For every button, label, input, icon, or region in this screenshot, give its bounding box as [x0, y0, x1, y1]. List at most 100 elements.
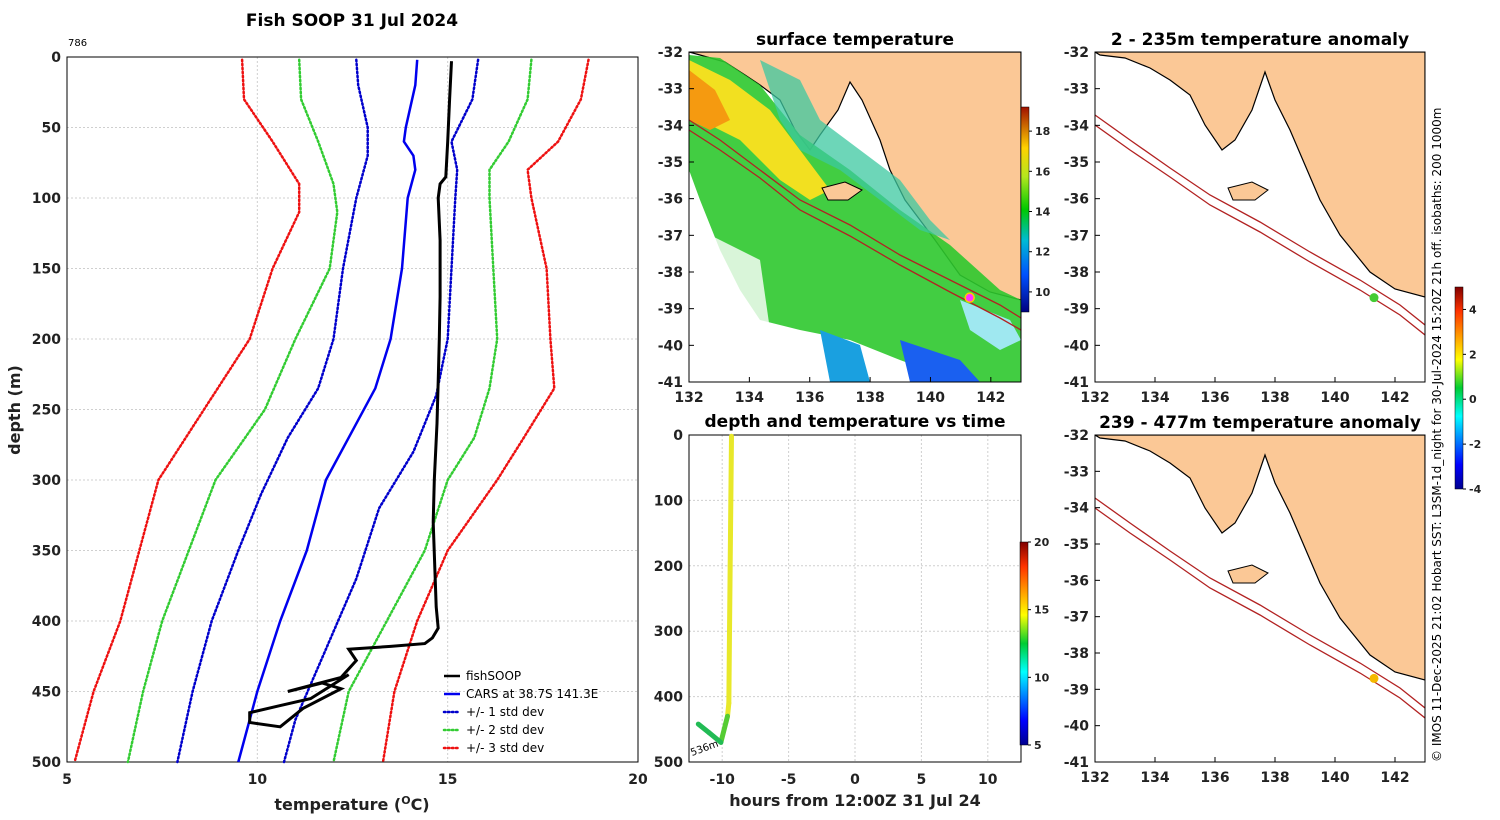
- sst-colorbar-ticks: 10 12 14 16 18: [1029, 125, 1051, 299]
- time-colorbar-tick: 20: [1034, 536, 1050, 549]
- anomaly-lower-title: 239 - 477m temperature anomaly: [1099, 413, 1421, 433]
- anomaly-lower-ticks: 132 134 136 138 140 142 -32 -33 -34 -35 -36 -37 -38 -…: [1064, 428, 1410, 786]
- sst-gulf-water: [760, 60, 950, 240]
- time-grid: [689, 434, 1021, 763]
- anomaly-upper-xtick: 142: [1380, 390, 1409, 406]
- anomaly-lower-isobath-1000: [1095, 507, 1425, 719]
- anomaly-lower-xtick: 140: [1320, 770, 1349, 786]
- sst-isobath-200: [689, 119, 1021, 319]
- anomaly-upper-title: 2 - 235m temperature anomaly: [1111, 30, 1409, 50]
- anomaly-upper-ytick: -33: [1064, 82, 1089, 98]
- anomaly-lower-land: [1095, 435, 1425, 681]
- time-track-segment: [726, 628, 733, 706]
- anomaly-lower-island: [1227, 564, 1269, 584]
- anomaly-lower-isobath-200: [1095, 497, 1425, 709]
- sst-ticks: 132 134 136 138 140 142 -32 -33 -34 -35 -36 -37 -38 -…: [658, 45, 1006, 406]
- profile-xlabel: temperature (OC): [274, 794, 429, 814]
- sst-colorbar-tick: 10: [1035, 286, 1051, 299]
- anomaly-lower-xtick: 132: [1080, 770, 1109, 786]
- anomaly-upper-ytick: -35: [1064, 155, 1089, 171]
- profile-ytick: 300: [32, 473, 61, 489]
- time-track-segment: [706, 730, 724, 745]
- anomaly-lower-panel: 239 - 477m temperature anomaly 132 134 136…: [1064, 413, 1426, 786]
- sst-isobath-1000: [689, 129, 1021, 331]
- time-track-segment: [695, 721, 712, 736]
- profile-line-cars-1-std: [176, 58, 369, 764]
- profile-ylabel: depth (m): [5, 365, 24, 455]
- anomaly-colorbar-ticks: -4 -2 0 2 4: [1463, 303, 1482, 496]
- sst-ytick: -33: [658, 82, 683, 98]
- sst-warm-band: [689, 60, 830, 200]
- time-max-depth-label: 536m: [689, 739, 720, 759]
- time-xtick: 0: [850, 772, 860, 788]
- sst-xtick: 142: [976, 390, 1005, 406]
- profile-title: Fish SOOP 31 Jul 2024: [246, 11, 458, 31]
- anomaly-upper-xtick: 132: [1080, 390, 1109, 406]
- anomaly-upper-ytick: -34: [1064, 118, 1090, 134]
- legend-entry: CARS at 38.7S 141.3E: [466, 687, 598, 701]
- time-xtick: -10: [710, 772, 736, 788]
- legend-entry: +/- 1 std dev: [466, 705, 544, 719]
- time-panel: depth and temperature vs time 536m -10 -5…: [654, 412, 1050, 810]
- anomaly-lower-map: [1095, 435, 1425, 762]
- profile-line-cars-mean: [237, 59, 419, 763]
- anomaly-upper-map: [1095, 52, 1425, 382]
- sst-colorbar-tick: 14: [1035, 206, 1051, 219]
- time-title: depth and temperature vs time: [705, 412, 1006, 432]
- sst-ytick: -41: [658, 375, 683, 391]
- profile-xtick: 20: [628, 772, 648, 788]
- time-xlabel: hours from 12:00Z 31 Jul 24: [729, 791, 980, 810]
- anomaly-lower-marker: [1369, 673, 1379, 683]
- anomaly-upper-axes-box: [1094, 51, 1426, 383]
- sst-map-panel: surface temperature 132 134 136 138 140 142 -3…: [658, 30, 1051, 406]
- sst-ytick: -36: [658, 192, 683, 208]
- sst-cool-patch: [820, 330, 870, 382]
- sst-colorbar-tick: 12: [1035, 246, 1050, 259]
- anomaly-lower-ytick: -40: [1064, 719, 1090, 735]
- sst-ytick: -35: [658, 155, 683, 171]
- profile-line-cars-2-std: [126, 58, 339, 764]
- sst-xtick: 136: [795, 390, 824, 406]
- profile-ytick: 500: [32, 755, 61, 771]
- anomaly-upper-marker: [1369, 293, 1379, 303]
- sst-colorbar-tick: 18: [1035, 125, 1050, 138]
- anomaly-upper-ytick: -41: [1064, 375, 1089, 391]
- sst-xtick: 138: [855, 390, 884, 406]
- profile-ytick: 0: [51, 50, 61, 66]
- profile-xtick: 10: [248, 772, 268, 788]
- legend-entry: +/- 3 std dev: [466, 741, 544, 755]
- sst-island: [821, 181, 863, 201]
- anomaly-upper-ytick: -32: [1064, 45, 1089, 61]
- anomaly-lower-xtick: 136: [1200, 770, 1229, 786]
- time-ytick: 0: [673, 428, 683, 444]
- sst-cold-patch: [900, 340, 980, 382]
- profile-ytick: 200: [32, 332, 61, 348]
- anomaly-upper-ytick: -40: [1064, 338, 1090, 354]
- time-ytick: 500: [654, 755, 683, 771]
- profile-line-cars-2-std: [332, 58, 533, 764]
- time-ytick: 400: [654, 690, 683, 706]
- anomaly-lower-xtick: 142: [1380, 770, 1409, 786]
- profile-ytick: 350: [32, 544, 61, 560]
- anomaly-upper-xtick: 136: [1200, 390, 1229, 406]
- profile-ytick: 250: [32, 403, 61, 419]
- anomaly-upper-ytick: -39: [1064, 302, 1089, 318]
- time-xtick: 10: [978, 772, 998, 788]
- profile-axes-box: [66, 56, 639, 763]
- sst-colorbar: [1020, 106, 1030, 313]
- anomaly-colorbar-tick: 2: [1469, 348, 1477, 361]
- anomaly-upper-land: [1095, 52, 1425, 298]
- anomaly-lower-ytick: -39: [1064, 682, 1089, 698]
- time-xtick: 5: [917, 772, 927, 788]
- anomaly-colorbar: [1454, 286, 1464, 490]
- time-ytick: 300: [654, 624, 683, 640]
- legend-entry: +/- 2 std dev: [466, 723, 544, 737]
- sst-xtick: 134: [735, 390, 764, 406]
- anomaly-lower-ytick: -36: [1064, 573, 1089, 589]
- profile-ytick: 400: [32, 614, 61, 630]
- time-xtick: -5: [781, 772, 797, 788]
- anomaly-lower-ytick: -32: [1064, 428, 1089, 444]
- anomaly-lower-xtick: 134: [1140, 770, 1169, 786]
- sst-cloud-gap: [689, 230, 770, 350]
